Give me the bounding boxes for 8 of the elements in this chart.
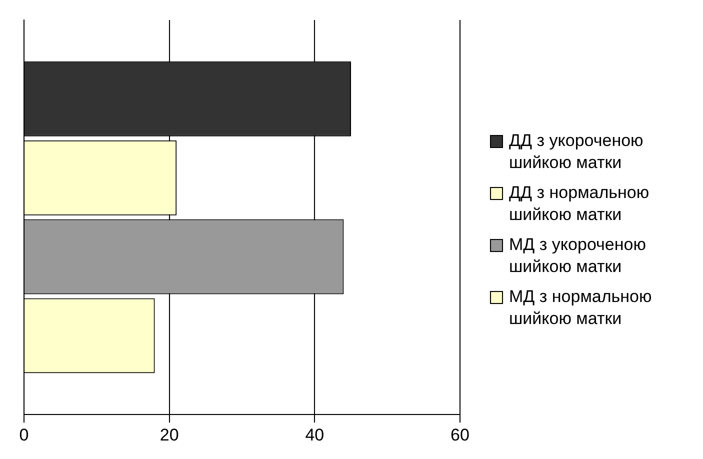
- legend-label: ДД з нормальною шийкою матки: [509, 182, 650, 226]
- x-tick-label: 60: [450, 425, 470, 444]
- legend-label: ДД з укороченою шийкою матки: [509, 130, 644, 174]
- legend-label: МД з укороченою шийкою матки: [509, 234, 647, 278]
- x-tick-label: 0: [19, 425, 29, 444]
- x-tick-label: 40: [305, 425, 324, 444]
- x-tick-label: 20: [160, 425, 179, 444]
- legend-label: МД з нормальною шийкою матки: [509, 286, 653, 330]
